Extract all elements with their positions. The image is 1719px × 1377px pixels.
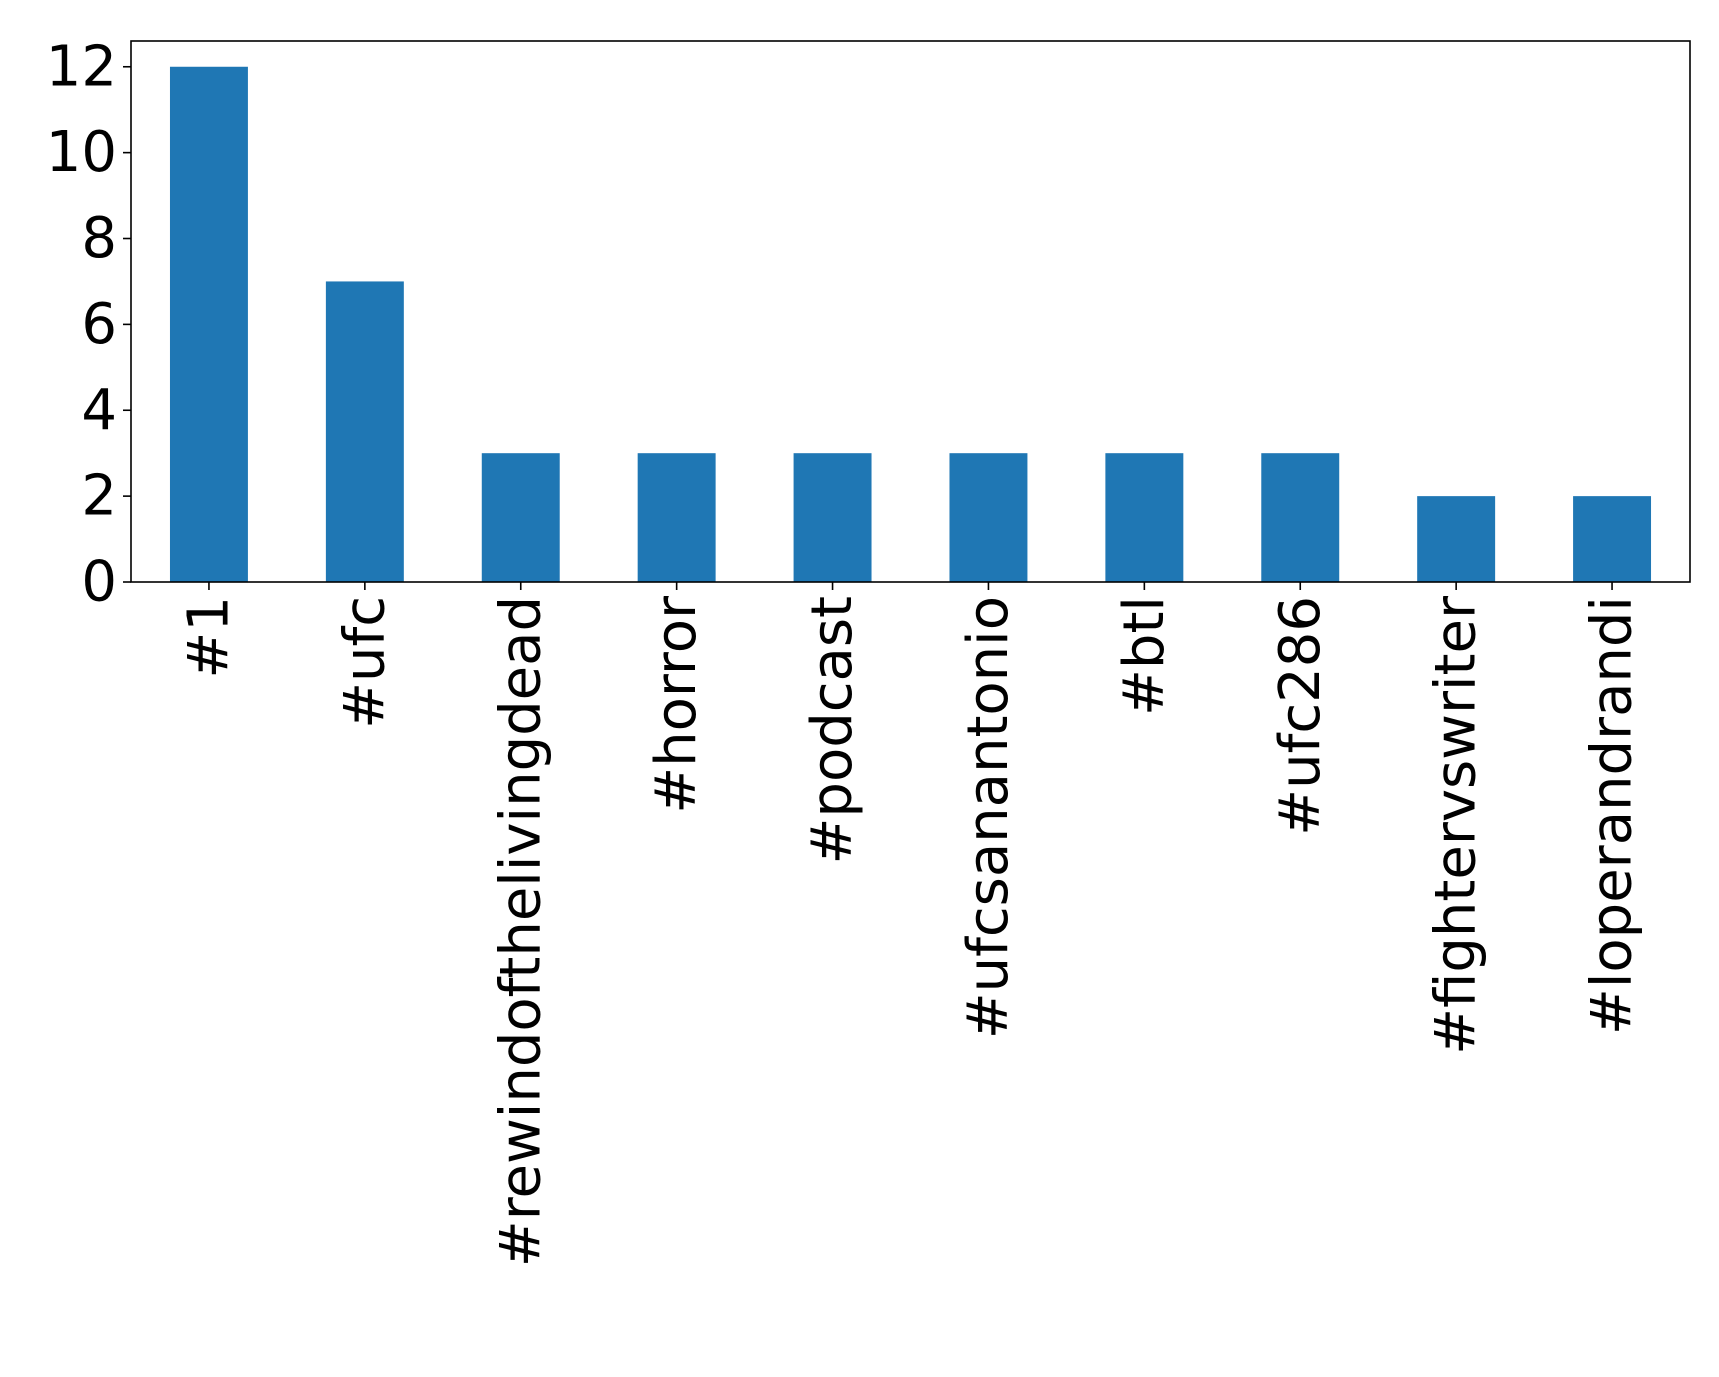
x-tick-label: #1 [176, 596, 241, 679]
plot-frame [130, 40, 1691, 583]
x-tick-label: #horror [644, 595, 709, 814]
bar-7 [1261, 453, 1340, 582]
x-tick-label: #btl [1112, 596, 1177, 716]
x-tick-label: #fightervswriter [1424, 595, 1489, 1055]
bar-9 [1573, 496, 1652, 582]
x-tick-label: #podcast [800, 596, 865, 865]
bar-5 [949, 453, 1028, 582]
y-tick-label: 12 [46, 34, 117, 99]
bar-3 [637, 453, 716, 582]
x-tick-label: #ufc [332, 596, 397, 729]
x-tick-label: #ufcsanantonio [956, 596, 1021, 1039]
x-axis-ticks: #1 #ufc #rewindofthelivingdead #horror #podc… [176, 582, 1645, 1267]
axes-layer [130, 40, 1691, 583]
y-tick-label: 0 [81, 550, 117, 615]
y-tick-label: 8 [81, 206, 117, 271]
x-tick-label: #loperandrandi [1580, 596, 1645, 1035]
x-tick-label: #ufc286 [1268, 596, 1333, 836]
bars-layer [169, 66, 1652, 582]
y-tick-label: 4 [81, 378, 117, 443]
bar-8 [1417, 496, 1496, 582]
bar-2 [481, 453, 560, 582]
y-tick-label: 2 [81, 464, 117, 529]
y-axis-ticks: 0 2 4 6 8 10 12 [46, 34, 131, 615]
y-tick-label: 6 [81, 292, 117, 357]
x-tick-label: #rewindofthelivingdead [488, 596, 553, 1267]
bar-6 [1105, 453, 1184, 582]
bar-4 [793, 453, 872, 582]
bar-0 [169, 66, 248, 582]
y-tick-label: 10 [46, 120, 117, 185]
bar-1 [325, 281, 404, 582]
